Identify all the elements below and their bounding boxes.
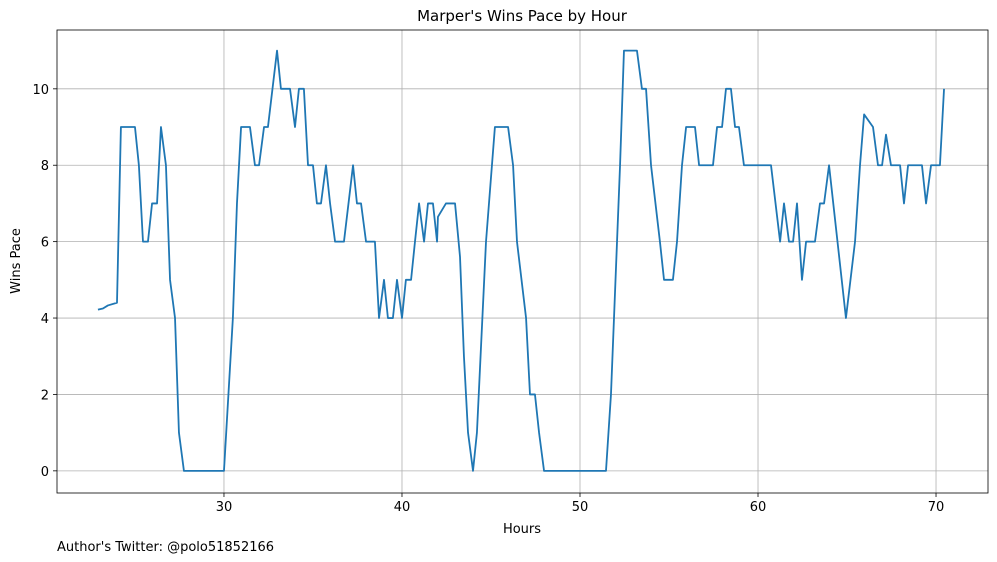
line	[97, 49, 945, 472]
y-tick-label: 2	[41, 388, 49, 403]
x-tick-label: 60	[750, 500, 767, 515]
x-tick-label: 40	[394, 500, 411, 515]
footnote: Author's Twitter: @polo51852166	[57, 540, 274, 555]
y-tick-label: 6	[41, 236, 49, 251]
y-axis-label: Wins Pace	[9, 228, 24, 294]
y-tick-label: 4	[41, 312, 49, 327]
y-tick-label: 0	[41, 465, 49, 480]
x-tick-label: 70	[928, 500, 945, 515]
plot-frame	[56, 29, 989, 494]
x-tick-label: 50	[572, 500, 589, 515]
y-tick-label: 8	[41, 159, 49, 174]
y-tick-label: 10	[32, 83, 49, 98]
x-tick-label: 30	[216, 500, 233, 515]
x-axis-label: Hours	[503, 522, 541, 537]
chart-title: Marper's Wins Pace by Hour	[417, 7, 628, 25]
